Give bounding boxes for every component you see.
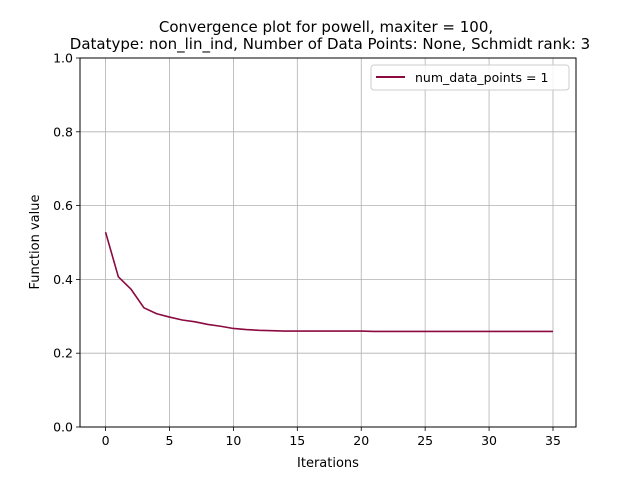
y-tick-label: 0.6 xyxy=(53,198,73,213)
chart-title-line-2: Datatype: non_lin_ind, Number of Data Po… xyxy=(70,35,590,54)
x-tick-label: 5 xyxy=(166,433,174,448)
x-tick-label: 25 xyxy=(417,433,433,448)
legend-label: num_data_points = 1 xyxy=(415,70,548,85)
y-tick-label: 0.8 xyxy=(53,124,73,139)
axes-frame xyxy=(79,57,577,428)
series-line xyxy=(104,231,553,333)
x-tick-label: 35 xyxy=(545,433,561,448)
grid-lines xyxy=(80,57,576,428)
x-axis-label: Iterations xyxy=(297,456,359,471)
x-tick-label: 15 xyxy=(289,433,305,448)
chart-title: Convergence plot for powell, maxiter = 1… xyxy=(70,18,590,54)
y-tick-label: 0.0 xyxy=(53,420,73,435)
y-tick-label: 0.4 xyxy=(53,272,73,287)
x-tick-label: 20 xyxy=(353,433,369,448)
axis-ticks: 0 5 10 15 20 25 30 35 0.0 0.2 0.4 0.6 0.8 1.0 xyxy=(53,51,561,449)
y-tick-label: 1.0 xyxy=(53,51,73,66)
y-axis-label: Function value xyxy=(28,195,43,290)
x-tick-label: 10 xyxy=(225,433,241,448)
x-tick-label: 30 xyxy=(481,433,497,448)
plot-series xyxy=(104,231,553,333)
y-tick-label: 0.2 xyxy=(53,346,73,361)
chart-title-line-1: Convergence plot for powell, maxiter = 1… xyxy=(159,18,493,36)
legend: num_data_points = 1 xyxy=(370,64,570,91)
legend-box xyxy=(370,64,570,91)
x-tick-label: 0 xyxy=(102,433,110,448)
